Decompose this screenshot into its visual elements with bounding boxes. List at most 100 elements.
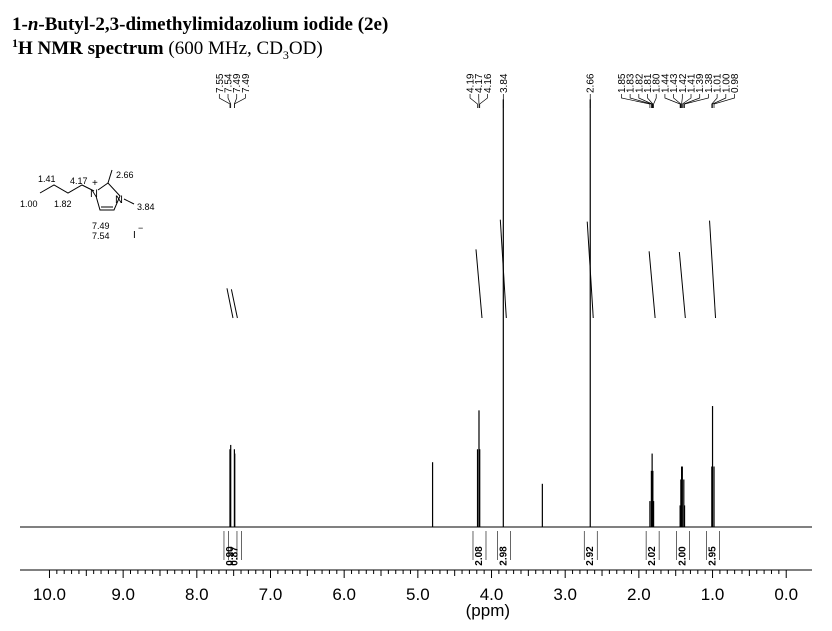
shift-label: 3.84 — [137, 202, 155, 212]
peak-leader — [647, 94, 654, 108]
peak-label: 1.39 — [695, 73, 706, 93]
subtitle-part: 3 — [283, 48, 289, 62]
shift-label: 1.00 — [20, 199, 38, 209]
subtitle-part: OD) — [289, 38, 323, 59]
peak-label: 1.00 — [721, 73, 732, 93]
peak-leader — [681, 94, 692, 108]
integral-label: 0.87 — [229, 546, 240, 566]
peak-leader — [653, 94, 657, 108]
x-tick-label: 6.0 — [332, 585, 356, 604]
x-tick-label: 10.0 — [33, 585, 66, 604]
peak-leader — [712, 94, 727, 108]
peak-label: 1.80 — [652, 73, 663, 93]
atom-label: N — [90, 188, 98, 200]
peak-label: 2.66 — [586, 73, 597, 93]
x-tick-label: 2.0 — [627, 585, 651, 604]
bond — [123, 198, 135, 205]
integral-curve — [226, 288, 234, 319]
atom-label: N — [115, 194, 123, 206]
peak-leader — [681, 94, 683, 108]
structure — [39, 169, 135, 211]
peak-label: 1.85 — [617, 73, 628, 93]
peak-label: 1.82 — [634, 73, 645, 93]
peak-leader — [629, 94, 652, 108]
integral-curve — [475, 249, 483, 319]
peak-label: 4.17 — [474, 73, 485, 93]
peak-leader — [218, 94, 231, 108]
integral-label: 2.95 — [708, 546, 719, 566]
peak-label: 7.54 — [224, 73, 235, 93]
peak-label: 1.01 — [713, 73, 724, 93]
x-tick-label: 7.0 — [259, 585, 283, 604]
peak-leader — [469, 94, 478, 108]
x-tick-label: 0.0 — [774, 585, 798, 604]
structure-labels: 1.41 4.17 2.66 1.00 1.82 3.84 7.49 7.54 … — [20, 170, 155, 241]
x-tick-label: 8.0 — [185, 585, 209, 604]
chart-title: 1-n-Butyl-2,3-dimethylimidazolium iodide… — [12, 14, 388, 35]
peak-leader — [673, 94, 682, 108]
peak-leader — [713, 94, 735, 108]
peak-leader — [621, 94, 651, 108]
integral-curve — [709, 220, 717, 319]
peak-label: 4.16 — [483, 73, 494, 93]
integral-curve — [678, 251, 686, 319]
atom-label: I — [133, 230, 136, 241]
integral-curve — [499, 219, 507, 319]
x-axis-label: (ppm) — [466, 601, 510, 620]
peak-label: 1.44 — [660, 73, 671, 93]
peak-label: 7.55 — [215, 73, 226, 93]
peak-label: 1.43 — [669, 73, 680, 93]
charge-label: + — [92, 178, 98, 189]
bond — [39, 184, 95, 194]
peak-label: 1.83 — [626, 73, 637, 93]
shift-label: 7.49 — [92, 221, 110, 231]
peak-label: 1.38 — [704, 73, 715, 93]
peak-label: 1.42 — [678, 73, 689, 93]
peak-leader — [638, 94, 653, 108]
subtitle-part: 1 — [12, 36, 18, 50]
peak-leader — [479, 94, 488, 108]
shift-label: 7.54 — [92, 231, 110, 241]
integral-label: 2.98 — [498, 546, 509, 566]
peak-leader — [684, 94, 709, 108]
integral-label: 2.08 — [474, 546, 485, 566]
peak-label: 0.98 — [730, 73, 741, 93]
peak-leader — [234, 94, 246, 108]
shift-label: 2.66 — [116, 170, 134, 180]
subtitle-part: (600 MHz, CD — [164, 38, 283, 59]
integral-curve — [230, 289, 238, 319]
integral-curve — [586, 221, 594, 319]
title-part: -Butyl-2,3-dimethylimidazolium iodide (2… — [38, 14, 388, 35]
peak-leader — [711, 94, 718, 108]
peak-leader — [227, 94, 232, 108]
x-tick-label: 5.0 — [406, 585, 430, 604]
peak-label: 7.49 — [232, 73, 243, 93]
integral-label: 2.92 — [585, 546, 596, 566]
shift-label: 1.82 — [54, 199, 72, 209]
x-tick-label: 3.0 — [553, 585, 577, 604]
title-part: n — [28, 14, 39, 35]
subtitle-part: H NMR spectrum — [18, 38, 164, 59]
integral-curve — [648, 251, 656, 319]
integral-label: 0.90 — [225, 546, 236, 566]
x-tick-label: 4.0 — [480, 585, 504, 604]
charge-label: − — [138, 223, 143, 233]
shift-label: 4.17 — [70, 176, 88, 186]
title-part: 1- — [12, 14, 28, 35]
x-tick-label: 1.0 — [701, 585, 725, 604]
integral-label: 2.00 — [677, 546, 688, 566]
x-tick-label: 9.0 — [111, 585, 135, 604]
peak-label: 3.84 — [499, 73, 510, 93]
shift-label: 1.41 — [38, 174, 56, 184]
peak-leader — [664, 94, 681, 108]
ring-bond — [95, 182, 121, 211]
peak-label: 1.81 — [643, 73, 654, 93]
peak-label: 7.49 — [241, 73, 252, 93]
bond — [107, 169, 113, 184]
integral-label: 2.02 — [647, 546, 658, 566]
peak-label: 4.19 — [466, 73, 477, 93]
peak-label: 1.41 — [687, 73, 698, 93]
chart-subtitle: 1H NMR spectrum (600 MHz, CD3OD) — [12, 36, 323, 62]
peak-leader — [683, 94, 701, 108]
